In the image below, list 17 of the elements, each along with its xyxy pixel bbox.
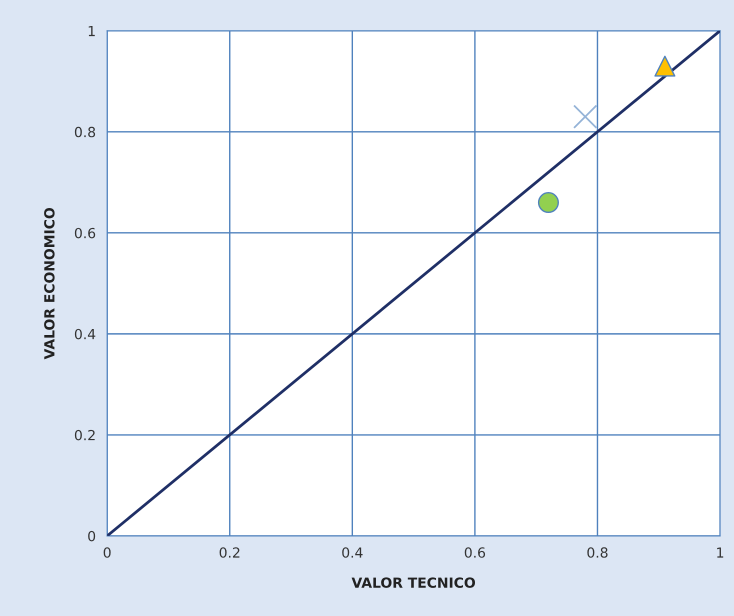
point: [573, 104, 598, 129]
x-tick-label: 0.8: [587, 547, 608, 558]
point: [654, 56, 676, 77]
y-tick-label: 0.8: [74, 126, 96, 138]
x-tick-label: 0.6: [464, 547, 486, 558]
x-tick-label: 0: [104, 547, 111, 558]
x-tick-label: 0.4: [342, 547, 363, 558]
y-tick-label: 0.6: [74, 228, 96, 238]
y-tick-label: 1: [88, 26, 95, 36]
x-tick-label: 0.2: [220, 547, 240, 558]
x-tick-label: 1: [717, 547, 724, 558]
point: [538, 192, 559, 214]
y-tick-label: 0: [88, 530, 96, 542]
y-tick-label: 0.4: [74, 328, 96, 340]
x-axis-title: VALOR TECNICO: [352, 577, 476, 588]
y-axis-title: VALOR ECONOMICO: [44, 208, 55, 360]
y-tick-label: 0.2: [74, 430, 95, 440]
